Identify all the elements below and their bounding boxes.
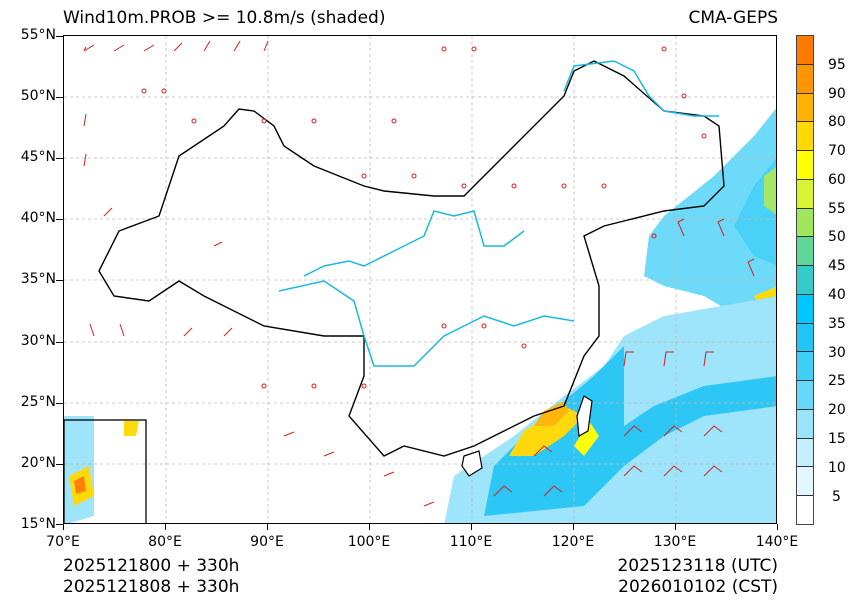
lat-tick: 15°N — [20, 516, 56, 532]
lat-tick: 30°N — [20, 333, 56, 349]
colorbar-label: 70 — [828, 143, 846, 159]
colorbar-label: 45 — [828, 258, 846, 274]
lon-tick: 90°E — [250, 534, 284, 550]
valid-time-utc: 2025123118 (UTC) — [617, 556, 778, 576]
china-border — [98, 60, 725, 457]
colorbar — [796, 35, 814, 525]
init-time-utc: 2025121800 + 330h — [63, 556, 240, 576]
colorbar-label: 10 — [828, 460, 846, 476]
lon-tick: 120°E — [551, 534, 595, 550]
valid-time-block: 2025123118 (UTC) 2026010102 (CST) — [617, 556, 778, 598]
colorbar-label: 30 — [828, 345, 846, 361]
lon-tick: 80°E — [148, 534, 182, 550]
lat-tick: 20°N — [20, 455, 56, 471]
init-time-cst: 2025121808 + 330h — [63, 577, 240, 597]
lat-tick: 50°N — [20, 88, 56, 104]
colorbar-label: 15 — [828, 431, 846, 447]
colorbar-label: 55 — [828, 201, 846, 217]
colorbar-label: 25 — [828, 373, 846, 389]
colorbar-label: 80 — [828, 114, 846, 130]
lat-tick: 40°N — [20, 210, 56, 226]
map-canvas — [64, 36, 776, 523]
colorbar-label: 5 — [832, 489, 841, 505]
lat-tick: 55°N — [20, 27, 56, 43]
lon-tick: 130°E — [653, 534, 697, 550]
colorbar-label: 50 — [828, 229, 846, 245]
lon-tick: 70°E — [46, 534, 80, 550]
colorbar-label: 90 — [828, 86, 846, 102]
lon-tick: 110°E — [449, 534, 493, 550]
lat-tick: 35°N — [20, 271, 56, 287]
rivers — [278, 60, 719, 367]
gridlines — [64, 36, 776, 523]
colorbar-label: 35 — [828, 316, 846, 332]
colorbar-label: 60 — [828, 172, 846, 188]
colorbar-label: 20 — [828, 402, 846, 418]
lon-tick: 140°E — [755, 534, 799, 550]
lat-tick: 25°N — [20, 394, 56, 410]
map-plot-area — [63, 35, 777, 524]
wind-barbs — [83, 40, 755, 507]
taiwan — [576, 395, 593, 437]
lat-tick: 45°N — [20, 149, 56, 165]
colorbar-label: 95 — [828, 57, 846, 73]
lon-tick: 100°E — [347, 534, 391, 550]
model-name: CMA-GEPS — [688, 8, 778, 28]
init-time-block: 2025121800 + 330h 2025121808 + 330h — [63, 556, 239, 598]
south-china-sea-inset — [64, 419, 147, 523]
map-title: Wind10m.PROB >= 10.8m/s (shaded) — [63, 8, 386, 28]
hainan — [461, 450, 483, 477]
probability-shading — [64, 108, 776, 523]
valid-time-cst: 2026010102 (CST) — [618, 577, 778, 597]
colorbar-label: 40 — [828, 287, 846, 303]
